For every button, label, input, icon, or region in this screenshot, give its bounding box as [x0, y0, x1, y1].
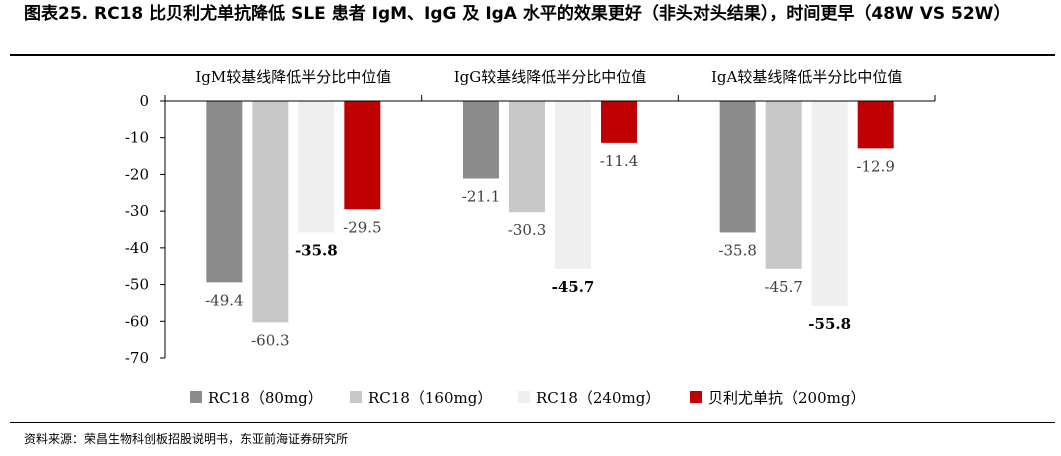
y-tick-label: -50 — [125, 276, 149, 294]
data-label: -29.5 — [343, 218, 381, 236]
y-tick-label: -60 — [125, 312, 149, 330]
legend-swatch — [518, 391, 530, 403]
data-label: -35.8 — [295, 241, 338, 259]
y-tick-label: -20 — [125, 165, 149, 183]
y-tick-label: -30 — [125, 202, 149, 220]
data-label: -11.4 — [600, 152, 638, 170]
bar-3 — [298, 101, 335, 233]
legend-label: RC18（240mg） — [536, 389, 660, 407]
bar-2 — [765, 101, 802, 269]
group-label: IgG较基线降低半分比中位值 — [454, 68, 647, 86]
source-rule — [10, 422, 1055, 423]
source-note: 资料来源：荣昌生物科创板招股说明书，东亚前海证券研究所 — [24, 432, 349, 446]
bar-1 — [463, 101, 499, 179]
bar-1 — [206, 101, 243, 283]
y-tick-label: -70 — [125, 349, 149, 367]
bar-3 — [811, 101, 848, 306]
data-label: -45.7 — [552, 278, 595, 296]
data-label: -55.8 — [808, 315, 851, 333]
legend-label: 贝利尤单抗（200mg） — [708, 389, 865, 407]
y-tick-label: 0 — [139, 92, 149, 110]
data-label: -12.9 — [856, 157, 894, 175]
data-label: -60.3 — [251, 331, 289, 349]
bar-chart: 0 -10 -20 -30 -40 -50 -60 -70 IgM较基线降低半分比中位值 -49.… — [125, 68, 936, 407]
data-label: -30.3 — [508, 221, 546, 239]
bar-4 — [857, 101, 894, 149]
legend-swatch — [190, 391, 202, 403]
y-tick-label: -40 — [125, 239, 149, 257]
y-tick-label: -10 — [125, 129, 149, 147]
data-label: -35.8 — [718, 241, 756, 259]
legend-label: RC18（80mg） — [208, 389, 323, 407]
group-label: IgM较基线降低半分比中位值 — [195, 68, 391, 86]
legend-swatch — [690, 391, 702, 403]
bar-4 — [601, 101, 637, 143]
bar-2 — [252, 101, 289, 323]
bar-4 — [344, 101, 381, 210]
data-label: -45.7 — [764, 278, 802, 296]
bar-1 — [719, 101, 756, 233]
data-label: -49.4 — [205, 291, 243, 309]
title-rule — [10, 54, 1055, 56]
bar-3 — [555, 101, 591, 269]
legend-swatch — [350, 391, 362, 403]
legend-label: RC18（160mg） — [368, 389, 492, 407]
data-label: -21.1 — [462, 187, 500, 205]
bar-2 — [509, 101, 545, 213]
group-label: IgA较基线降低半分比中位值 — [711, 68, 902, 86]
figure-title: 图表25. RC18 比贝利尤单抗降低 SLE 患者 IgM、IgG 及 IgA… — [24, 4, 1011, 24]
